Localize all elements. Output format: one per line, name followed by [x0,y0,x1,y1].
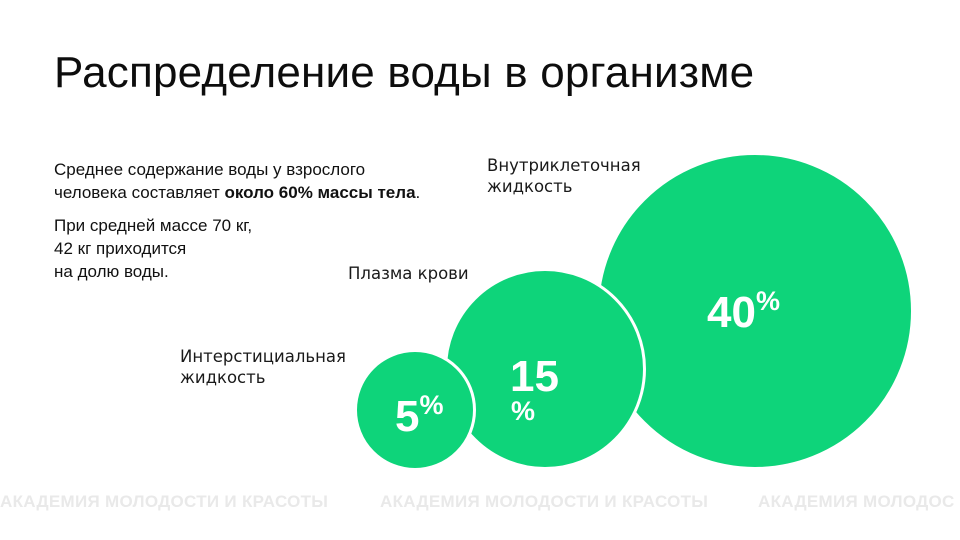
interstitial-label-line1: Интерстициальная [180,347,346,366]
plasma-value: 15 [510,354,559,400]
watermark-1: АКАДЕМИЯ МОЛОДОСТИ И КРАСОТЫ [0,492,329,511]
watermark-3: АКАДЕМИЯ МОЛОДОС [758,492,955,511]
interstitial-unit: % [419,390,444,420]
intro-p2-line3: на долю воды. [54,262,169,281]
interstitial-label-line2: жидкость [180,368,266,387]
plasma-label-line1: Плазма крови [348,264,469,283]
interstitial-value: 5% [395,390,444,442]
intracellular-label-line1: Внутриклеточная [487,156,641,175]
intracellular-value: 40% [707,286,780,338]
intro-p2-line1: При средней массе 70 кг, [54,216,253,235]
plasma-label: Плазма крови [348,263,469,284]
intro-p2-line2: 42 кг приходится [54,239,187,258]
intro-paragraph-1: Среднее содержание воды у взрослого чело… [54,158,424,204]
interstitial-number: 5 [395,392,420,441]
intro-paragraph-2: При средней массе 70 кг, 42 кг приходится… [54,214,424,283]
intro-p1-start: Среднее содержание воды у взрослого чело… [54,160,366,202]
plasma-number: 15 [510,352,559,401]
interstitial-bubble [354,349,476,471]
page-title: Распределение воды в организме [54,48,755,97]
watermark-2: АКАДЕМИЯ МОЛОДОСТИ И КРАСОТЫ [380,492,709,511]
intracellular-bubble [596,152,914,470]
intro-p1-bold: около 60% массы тела [224,183,416,202]
intracellular-label: Внутриклеточная жидкость [487,155,641,197]
intracellular-unit: % [755,286,780,316]
intro-p1-end: . [415,183,421,202]
interstitial-label: Интерстициальная жидкость [180,346,346,388]
plasma-unit-line: % [511,396,535,427]
intracellular-label-line2: жидкость [487,177,573,196]
plasma-unit: % [511,396,536,426]
intro-text: Среднее содержание воды у взрослого чело… [54,158,424,293]
intracellular-number: 40 [707,288,756,337]
plasma-bubble [444,268,646,470]
